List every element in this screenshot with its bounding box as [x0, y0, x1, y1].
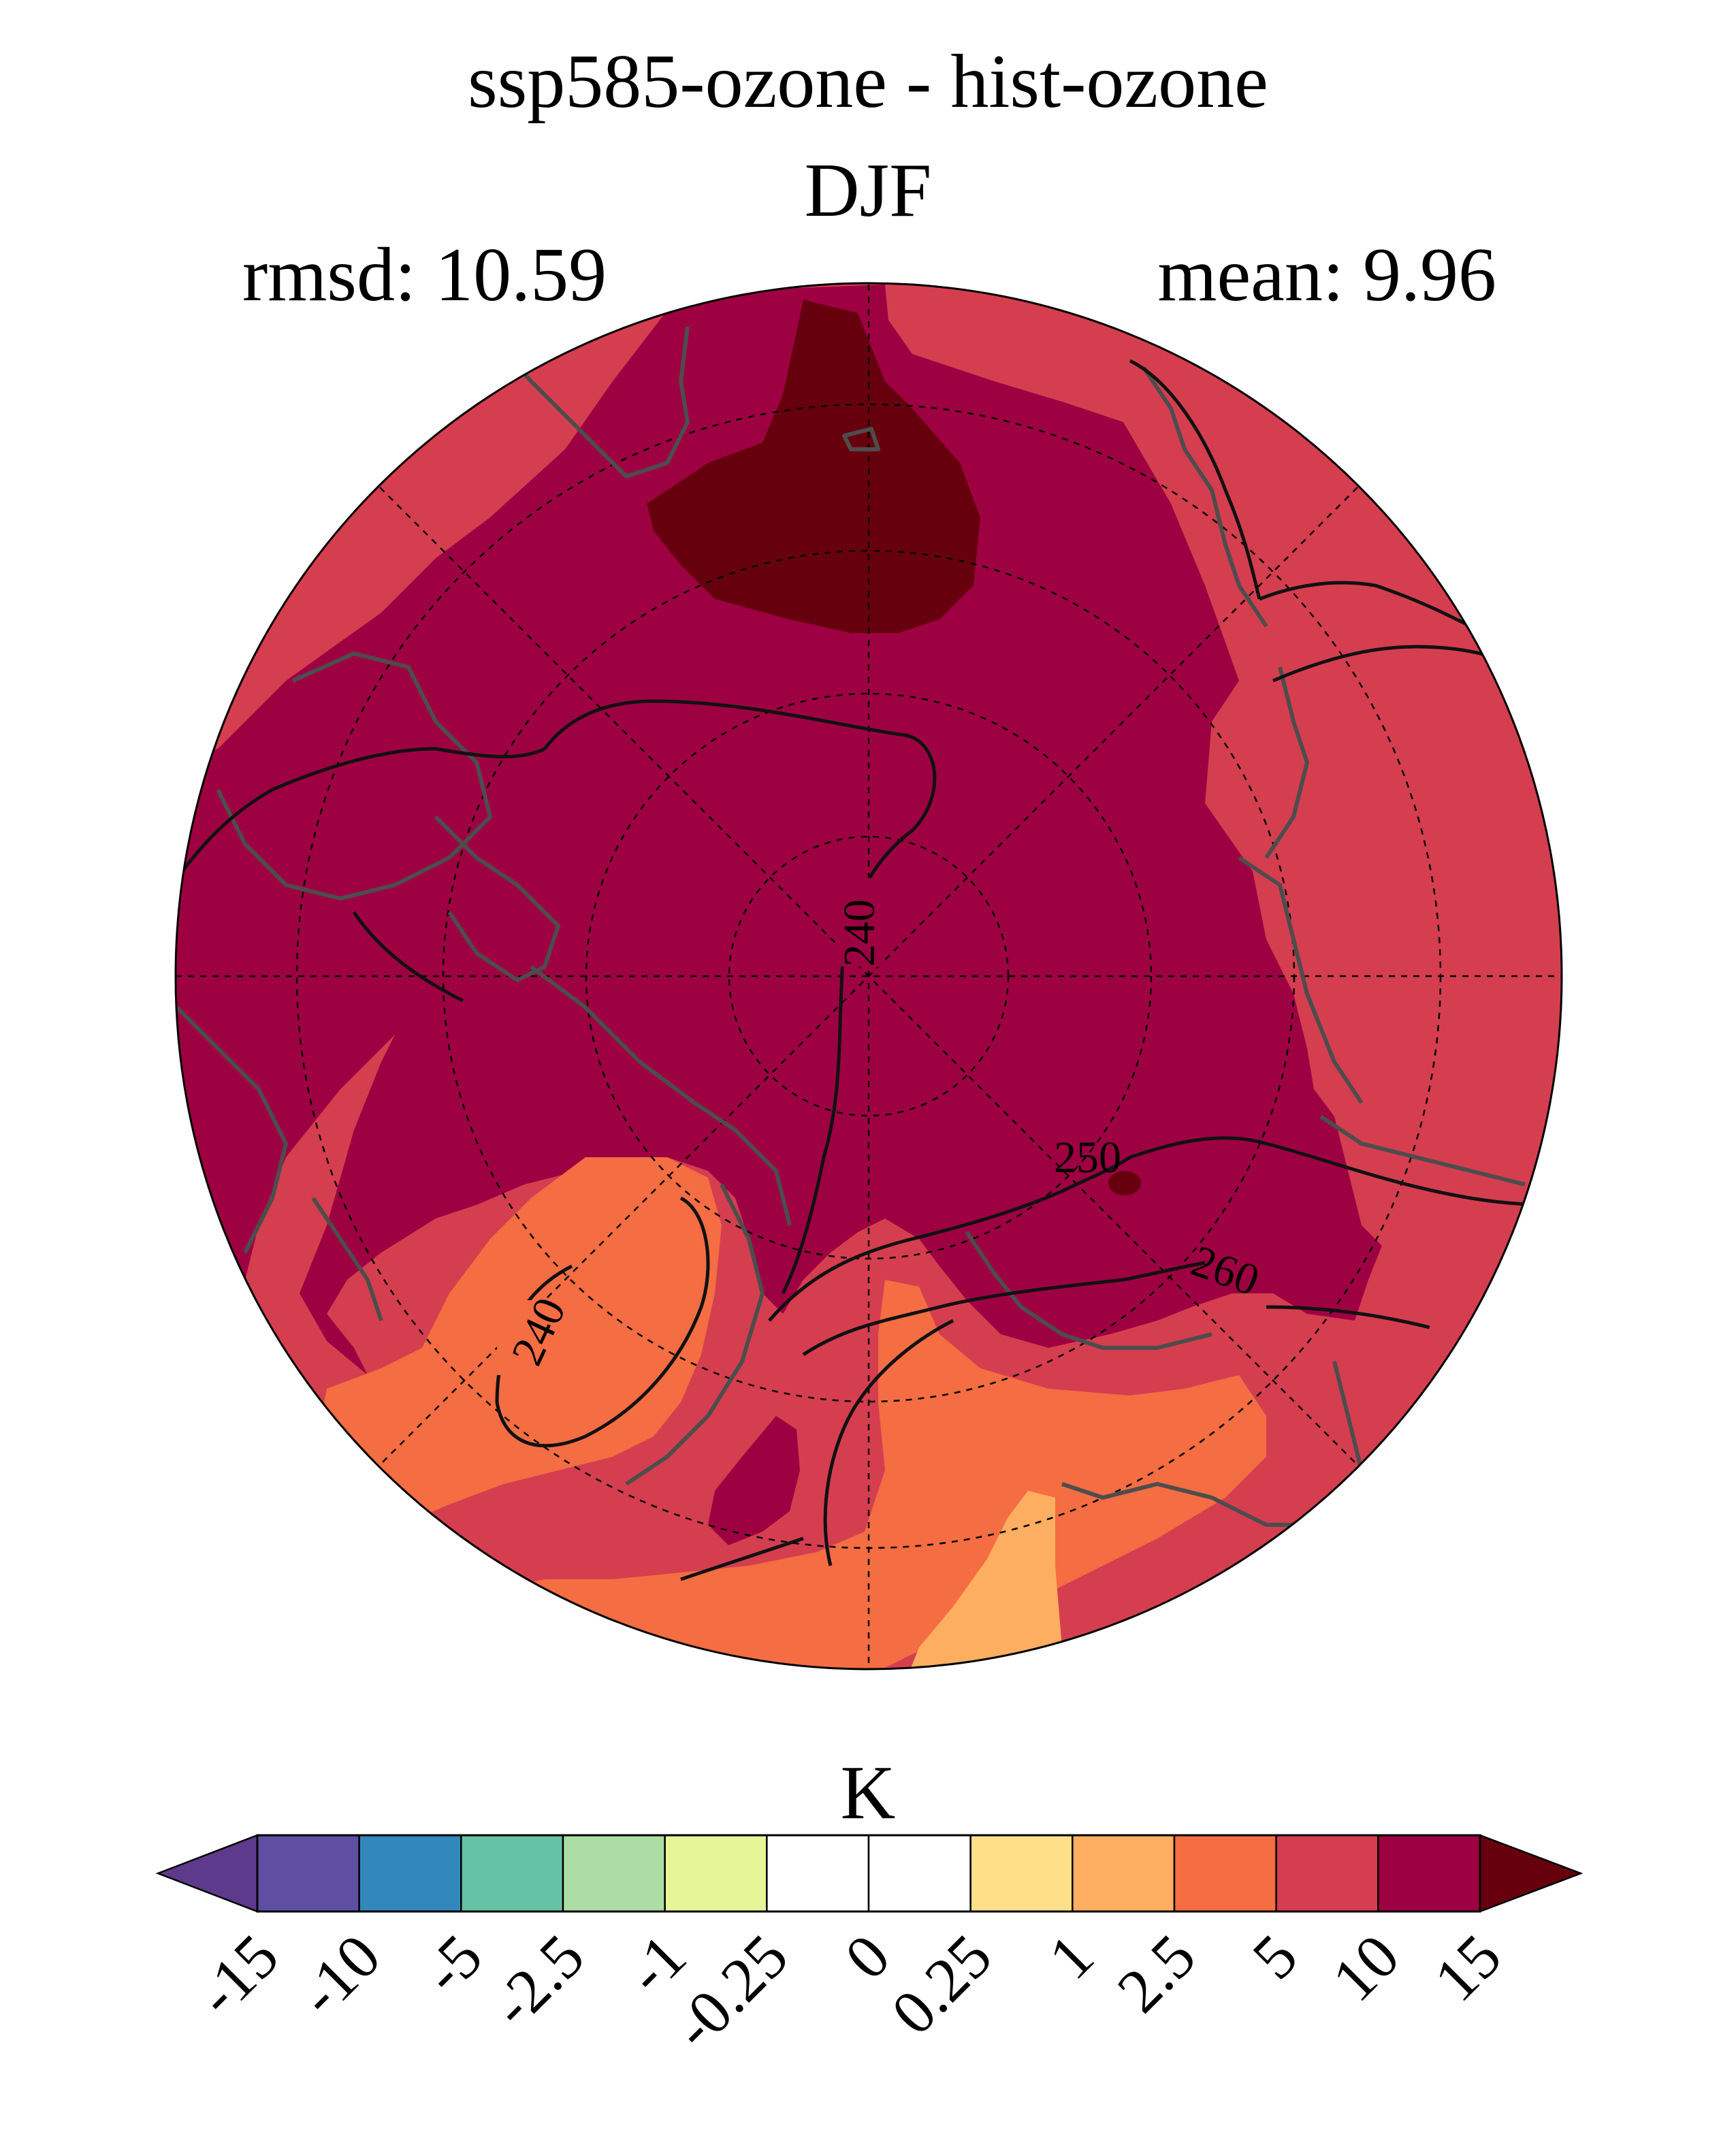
- field-over-15: [647, 300, 980, 633]
- colorbar-over-arrow: [1479, 1834, 1584, 1913]
- colorbar-tick-label: -15: [183, 1921, 291, 2029]
- colorbar-bin: [1072, 1834, 1176, 1913]
- colorbar-tick-label: 0.25: [878, 1921, 1005, 2048]
- colorbar-bin: [664, 1834, 768, 1913]
- map-boundary: [174, 282, 1563, 1671]
- figure-title: ssp585-ozone - hist-ozone: [468, 39, 1268, 124]
- colorbar-frame: [256, 1834, 1481, 1913]
- colorbar-tick-label: 1: [1035, 1921, 1107, 1992]
- colorbar-tick-label: -0.25: [660, 1921, 801, 2063]
- colorbar-bin: [1377, 1834, 1481, 1913]
- contour-label-bg: [497, 1300, 546, 1375]
- rmsd-label: rmsd: 10.59: [242, 233, 607, 317]
- coastlines: [176, 319, 1526, 1527]
- colorbar-bin: [766, 1834, 870, 1913]
- colorbar-tick-label: 0: [831, 1921, 903, 1992]
- colorbar-bin: [562, 1834, 666, 1913]
- field-1-2.5: [905, 1491, 1062, 1669]
- field-10-15: [176, 285, 1382, 1375]
- colorbar-unit: K: [840, 1751, 896, 1835]
- colorbar-tick-label: 10: [1319, 1921, 1412, 2014]
- colorbar-tick-label: -10: [285, 1921, 393, 2029]
- contour-label-bg: [837, 878, 881, 967]
- colorbar-bin: [969, 1834, 1074, 1913]
- field-10-15-blob: [708, 1416, 800, 1545]
- contour-label-240-top: 240: [835, 899, 884, 967]
- season-label: DJF: [804, 148, 932, 233]
- colorbar-bin: [1173, 1834, 1277, 1913]
- graticule: [176, 283, 1562, 1669]
- colorbar-bin: [1275, 1834, 1379, 1913]
- colorbar-tick-label: 15: [1421, 1921, 1514, 2014]
- colorbar-tick-label: -2.5: [478, 1921, 597, 2040]
- field-over-15-dot: [1108, 1171, 1141, 1195]
- polar-map: 240 240 250 260: [176, 283, 1562, 1669]
- colorbar-bin: [256, 1834, 360, 1913]
- colorbar: -15-10 -5-2.5 -1-0.25 00.25 12.5 5 10 15: [155, 1834, 1584, 2063]
- colorbar-bin: [867, 1834, 971, 1913]
- field-2.5-5-bottom: [477, 1280, 1266, 1669]
- colorbar-tick-label: 5: [1239, 1921, 1311, 1992]
- mean-label: mean: 9.96: [1157, 233, 1496, 317]
- colorbar-under-arrow: [155, 1834, 259, 1913]
- contour-label-250: 250: [1054, 1133, 1121, 1182]
- colorbar-bin: [358, 1834, 462, 1913]
- colorbar-tick-label: 2.5: [1104, 1921, 1208, 2025]
- colorbar-bin: [460, 1834, 564, 1913]
